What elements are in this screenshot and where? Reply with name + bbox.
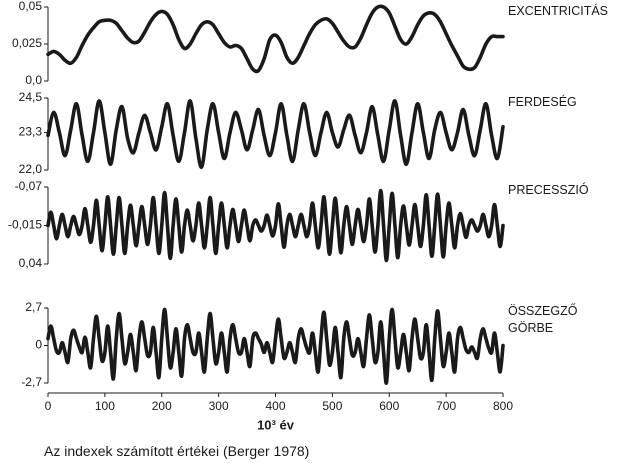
x-tick-label: 100: [95, 399, 115, 413]
line-series: [46, 4, 505, 74]
x-tick-label: 400: [265, 399, 285, 413]
panel-label: EXCENTRICITÁS: [508, 4, 609, 18]
y-tick-label: -0,07: [15, 179, 43, 193]
y-tick-label: 0,05: [19, 0, 43, 13]
x-tick-label: 700: [436, 399, 456, 413]
caption: Az indexek számított értékei (Berger 197…: [44, 443, 310, 459]
x-tick-label: 800: [493, 399, 513, 413]
y-tick-label: 0,0: [25, 73, 42, 87]
x-axis-label: 10³ év: [257, 417, 295, 432]
x-tick-label: 300: [209, 399, 229, 413]
line-series: [46, 188, 505, 263]
x-tick-label: 0: [45, 399, 52, 413]
y-tick-label: 0,04: [19, 256, 43, 270]
y-tick-label: 24,5: [19, 90, 43, 104]
y-tick-label: 23,3: [19, 125, 43, 139]
line-series: [46, 307, 505, 385]
x-tick-label: 200: [152, 399, 172, 413]
y-tick-label: -0,015: [8, 218, 42, 232]
x-tick-label: 600: [379, 399, 399, 413]
y-tick-label: 0: [35, 338, 42, 352]
y-tick-label: 0,025: [12, 36, 42, 50]
y-tick-label: 2,7: [25, 300, 42, 314]
y-tick-label: -2,7: [21, 375, 42, 389]
y-tick-label: 22,0: [19, 162, 43, 176]
panel-label: FERDESÉG: [508, 95, 577, 109]
line-series: [46, 99, 505, 169]
panel-label: PRECESSZIÓ: [508, 183, 589, 197]
panel-label: ÖSSZEGZŐ GÖRBE: [508, 304, 578, 335]
x-tick-label: 500: [322, 399, 342, 413]
